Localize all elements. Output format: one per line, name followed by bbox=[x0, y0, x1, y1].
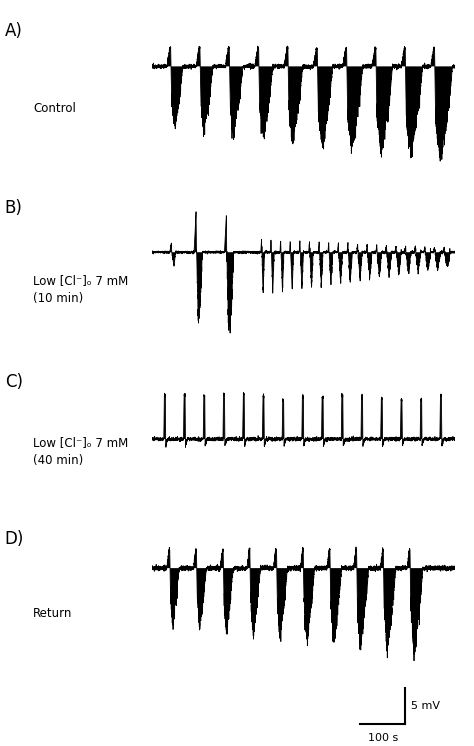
Text: Return: Return bbox=[33, 606, 73, 620]
Text: 100 s: 100 s bbox=[368, 733, 398, 742]
Text: 5 mV: 5 mV bbox=[411, 700, 440, 711]
Text: C): C) bbox=[5, 373, 23, 391]
Text: Low [Cl⁻]ₒ 7 mM
(10 min): Low [Cl⁻]ₒ 7 mM (10 min) bbox=[33, 274, 128, 305]
Text: Low [Cl⁻]ₒ 7 mM
(40 min): Low [Cl⁻]ₒ 7 mM (40 min) bbox=[33, 436, 128, 467]
Text: D): D) bbox=[5, 530, 24, 548]
Text: A): A) bbox=[5, 22, 23, 40]
Text: B): B) bbox=[5, 199, 23, 217]
Text: Control: Control bbox=[33, 101, 76, 115]
